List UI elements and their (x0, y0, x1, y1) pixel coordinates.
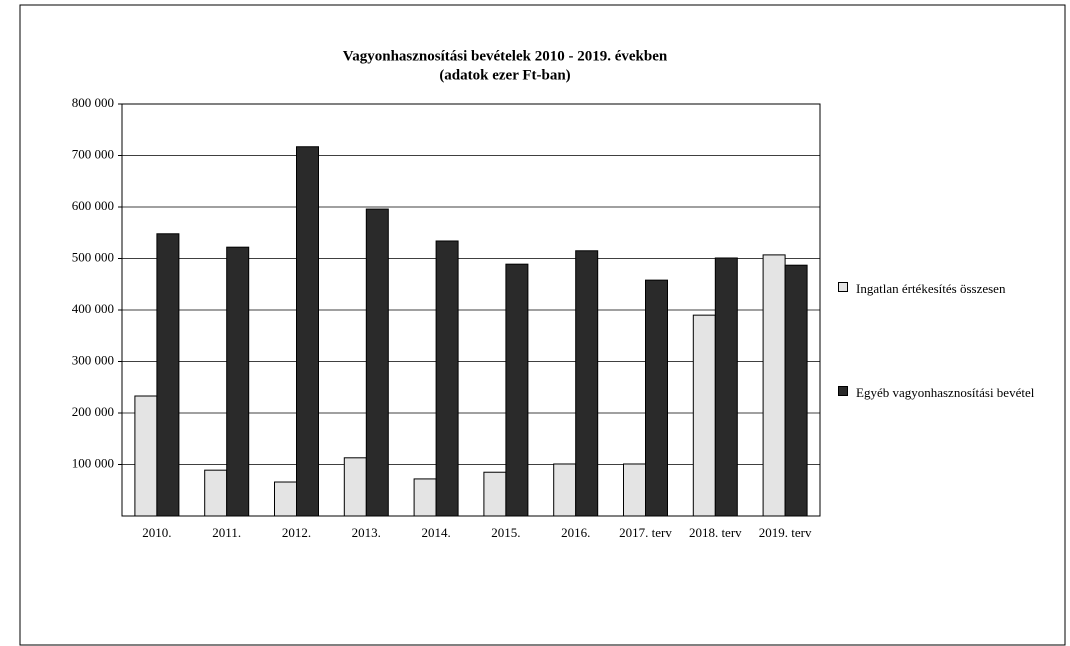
bar (226, 246, 250, 517)
bar (692, 314, 716, 517)
x-tick-label: 2015. (491, 525, 520, 540)
bar (365, 208, 389, 517)
x-tick-label: 2014. (421, 525, 450, 540)
bar (505, 263, 529, 517)
legend-swatch (838, 282, 848, 292)
plot-area (121, 103, 821, 517)
y-tick-label: 800 000 (72, 95, 114, 110)
x-tick-label: 2012. (282, 525, 311, 540)
y-tick-label: 300 000 (72, 352, 114, 367)
legend-label: Ingatlan értékesítés összesen (856, 281, 1006, 296)
bar (483, 471, 507, 517)
y-tick-label: 600 000 (72, 198, 114, 213)
bar (296, 146, 319, 517)
bar (762, 254, 786, 517)
y-tick-label: 500 000 (72, 249, 114, 264)
y-tick-label: 400 000 (72, 301, 114, 316)
bar (274, 481, 297, 517)
legend-item: Egyéb vagyonhasznosítási bevétel (838, 385, 1038, 401)
bar (343, 457, 367, 517)
frame (19, 4, 1066, 646)
bar (435, 240, 459, 517)
x-tick-label: 2018. terv (689, 525, 742, 540)
bar (134, 395, 158, 517)
x-tick-label: 2011. (212, 525, 241, 540)
legend-label: Egyéb vagyonhasznosítási bevétel (856, 385, 1035, 400)
bar (156, 233, 180, 517)
x-tick-label: 2019. terv (759, 525, 812, 540)
chart-title: Vagyonhasznosítási bevételek 2010 - 2019… (343, 48, 668, 64)
y-tick-label: 100 000 (72, 455, 114, 470)
x-tick-label: 2016. (561, 525, 590, 540)
bar (645, 279, 668, 517)
legend-item: Ingatlan értékesítés összesen (838, 281, 1038, 297)
y-tick-label: 700 000 (72, 146, 114, 161)
x-tick-label: 2017. terv (619, 525, 672, 540)
bar (714, 257, 738, 517)
bar (553, 463, 577, 517)
x-tick-label: 2013. (352, 525, 381, 540)
bar (204, 469, 228, 517)
x-tick-label: 2010. (142, 525, 171, 540)
bar (623, 463, 646, 517)
bar (413, 478, 437, 517)
y-tick-label: 200 000 (72, 404, 114, 419)
bar (575, 250, 599, 517)
bar (784, 264, 808, 517)
legend-swatch (838, 386, 848, 396)
chart-subtitle: (adatok ezer Ft-ban) (439, 67, 570, 83)
